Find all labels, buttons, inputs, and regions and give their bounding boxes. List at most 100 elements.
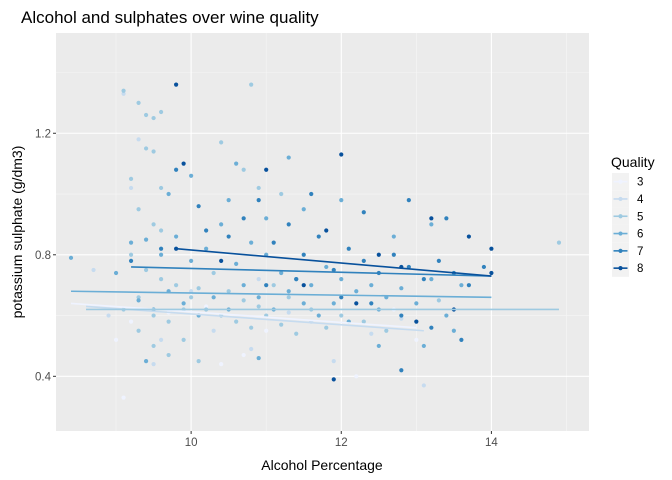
data-point-quality-8 <box>339 152 344 157</box>
data-point-quality-7 <box>466 283 471 288</box>
trend-line-quality-8 <box>176 247 492 277</box>
data-point-quality-7 <box>369 301 374 306</box>
data-point-quality-5 <box>219 140 224 145</box>
legend-label-quality-3: 3 <box>637 177 643 189</box>
data-point-quality-6 <box>204 246 209 251</box>
data-point-quality-5 <box>128 176 134 181</box>
data-point-quality-3 <box>414 337 419 342</box>
data-point-quality-5 <box>279 322 284 327</box>
y-axis-ticks: 0.4 0.8 1.2 <box>35 128 56 383</box>
data-point-quality-5 <box>256 185 261 191</box>
data-point-quality-5 <box>166 319 171 324</box>
data-point-quality-4 <box>369 331 374 336</box>
data-point-quality-5 <box>241 167 246 172</box>
data-point-quality-3 <box>241 352 246 358</box>
data-point-quality-7 <box>316 234 321 239</box>
data-point-quality-7 <box>174 167 179 172</box>
data-point-quality-7 <box>128 258 134 263</box>
data-point-quality-4 <box>158 337 164 342</box>
data-point-quality-7 <box>444 216 449 221</box>
data-point-quality-5 <box>151 115 156 121</box>
data-point-quality-5 <box>211 270 216 276</box>
data-point-quality-3 <box>128 319 134 324</box>
trend-line-quality-3 <box>70 302 417 329</box>
data-point-quality-5 <box>226 289 231 294</box>
data-point-quality-5 <box>249 82 254 87</box>
data-point-quality-6 <box>339 197 344 203</box>
x-tick-label: 14 <box>485 437 498 449</box>
data-point-quality-5 <box>196 286 201 291</box>
data-point-quality-6 <box>166 191 171 197</box>
data-point-quality-6 <box>136 298 141 303</box>
data-point-quality-8 <box>354 301 359 306</box>
trend-line-quality-7 <box>131 266 492 277</box>
data-point-quality-5 <box>339 313 344 318</box>
data-point-quality-5 <box>234 319 239 324</box>
data-point-quality-4 <box>421 383 426 388</box>
data-point-quality-6 <box>391 234 396 239</box>
data-point-quality-6 <box>174 234 179 239</box>
data-point-quality-6 <box>331 301 336 306</box>
data-point-quality-7 <box>158 246 164 251</box>
x-axis-label: Alcohol Percentage <box>261 457 383 473</box>
data-point-quality-7 <box>271 240 276 245</box>
data-point-quality-5 <box>241 298 246 303</box>
data-point-quality-7 <box>294 276 299 282</box>
data-point-quality-7 <box>301 252 306 257</box>
data-point-quality-5 <box>294 331 299 336</box>
data-point-quality-7 <box>204 228 209 233</box>
data-point-quality-4 <box>331 359 336 364</box>
data-point-quality-5 <box>136 100 141 105</box>
data-point-quality-8 <box>489 270 494 276</box>
data-point-quality-3 <box>264 328 269 333</box>
data-point-quality-7 <box>264 283 269 288</box>
data-point-quality-7 <box>421 276 426 282</box>
data-point-quality-8 <box>174 82 179 87</box>
data-point-quality-7 <box>196 204 201 209</box>
data-point-quality-7 <box>346 246 351 251</box>
data-point-quality-6 <box>301 301 306 306</box>
data-point-quality-6 <box>301 207 306 212</box>
data-point-quality-5 <box>151 222 156 227</box>
data-point-quality-6 <box>128 240 134 245</box>
data-point-quality-5 <box>151 149 156 154</box>
data-point-quality-6 <box>189 173 194 178</box>
data-point-quality-8 <box>219 258 224 263</box>
data-point-quality-5 <box>361 319 366 324</box>
legend-key-point-quality-5 <box>618 214 623 219</box>
data-point-quality-5 <box>136 295 141 300</box>
trend-line-quality-6 <box>71 290 492 299</box>
data-point-quality-7 <box>361 258 366 263</box>
y-tick-label: 0.8 <box>35 250 51 262</box>
legend-key-point-quality-7 <box>618 248 623 253</box>
data-point-quality-8 <box>331 377 336 382</box>
data-point-quality-7 <box>331 267 336 273</box>
legend-label-quality-6: 6 <box>637 229 643 241</box>
data-point-quality-6 <box>459 283 464 288</box>
data-point-quality-8 <box>181 161 186 166</box>
data-point-quality-5 <box>158 109 164 115</box>
data-point-quality-5 <box>181 337 186 342</box>
data-point-quality-6 <box>189 258 194 263</box>
data-points <box>68 82 562 400</box>
data-point-quality-7 <box>406 197 411 203</box>
data-point-quality-5 <box>436 298 441 303</box>
data-point-quality-5 <box>128 252 134 257</box>
data-point-quality-6 <box>234 161 239 166</box>
data-point-quality-6 <box>211 295 216 300</box>
data-point-quality-7 <box>399 313 404 318</box>
data-point-quality-4 <box>249 346 254 352</box>
data-point-quality-6 <box>113 270 119 276</box>
legend-key-point-quality-3 <box>618 179 623 184</box>
data-point-quality-5 <box>196 359 201 364</box>
trend-line-quality-4 <box>85 305 424 332</box>
data-point-quality-6 <box>68 255 74 260</box>
data-point-quality-4 <box>128 185 134 191</box>
data-point-quality-5 <box>279 191 284 197</box>
legend-key-point-quality-8 <box>618 266 623 271</box>
grid-lines <box>56 33 589 431</box>
legend-title: Quality <box>611 154 655 170</box>
data-point-quality-5 <box>143 112 149 118</box>
data-point-quality-6 <box>309 283 314 288</box>
data-point-quality-4 <box>286 310 291 315</box>
